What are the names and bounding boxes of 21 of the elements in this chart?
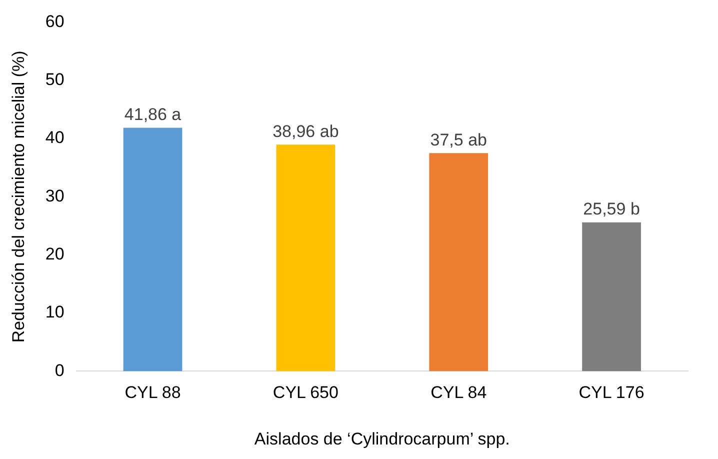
y-tick-label: 0 [54,360,64,380]
data-label: 37,5 ab [430,130,487,150]
x-tick-label: CYL 176 [578,383,644,402]
bar [429,153,488,372]
x-tick-label: CYL 650 [272,383,338,402]
data-label: 25,59 b [583,200,640,219]
x-tick-label: CYL 88 [124,383,181,402]
y-tick-label: 40 [45,128,64,148]
x-axis-title: Aislados de ‘Cylindrocarpum’ spp. [254,429,510,448]
y-tick-label: 10 [45,302,64,322]
y-tick-label: 50 [45,70,64,90]
y-tick-label: 30 [45,186,64,206]
y-tick-label: 20 [45,244,64,264]
bar [276,144,336,372]
bar [123,128,182,372]
data-label: 41,86 a [124,104,182,124]
bar [582,222,641,372]
x-tick-label: CYL 84 [430,383,487,402]
data-label: 38,96 ab [272,122,339,141]
y-axis-title: Reducción del crecimiento micelial (%) [8,50,28,343]
y-tick-label: 60 [45,12,64,31]
